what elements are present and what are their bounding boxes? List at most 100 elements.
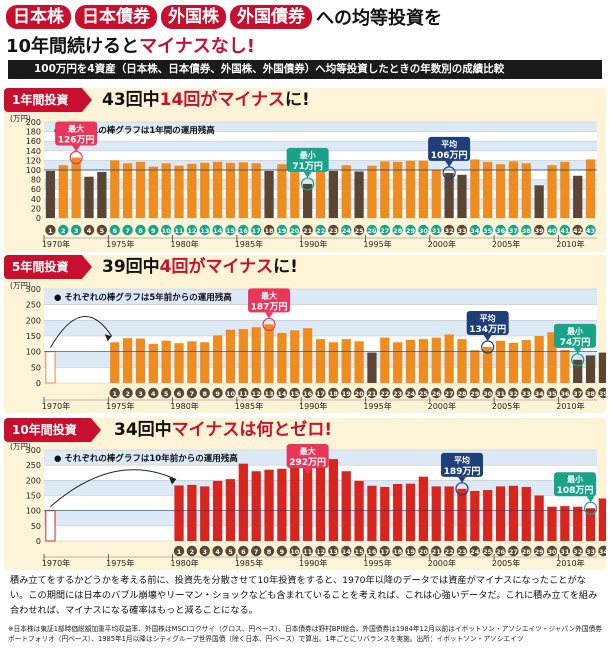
bar-index-marker [431,387,442,399]
bar [405,339,416,383]
bar-index-label: 8 [138,227,143,235]
y-tick-label: 100 [26,507,41,516]
bar-index-label: 27 [380,227,389,235]
bar-index-label: 11 [303,548,313,556]
x-tick-label: 1970年 [42,558,70,568]
bar [174,485,184,541]
bar-index-marker [482,224,493,236]
headline-red: マイナスは何とゼロ! [171,420,333,440]
x-tick-label: 1990年 [299,558,327,568]
callout-pointer [445,160,454,167]
panel-5year-headline: 39回中4回がマイナスに! [102,256,298,278]
bar [264,469,274,541]
initial-investment-bar [45,510,56,542]
callout-box [554,472,596,497]
bar-index-marker [238,224,249,236]
bar [483,161,493,218]
bar [495,486,506,541]
bar-index-marker [341,387,352,399]
bar-index-label: 31 [496,390,506,398]
bar-index-label: 25 [419,390,429,398]
callout-title: 最小 [567,326,583,336]
grid-band [44,320,597,336]
bar [277,164,287,218]
y-tick-label: 100 [26,166,41,175]
bar-index-label: 3 [202,548,207,556]
bar-index-label: 17 [380,548,389,556]
callout-box [466,310,509,335]
panel-1year-headline: 43回中14回がマイナスに! [102,89,310,111]
callout-box [428,136,471,161]
x-tick-label: 1995年 [363,558,391,568]
bar [367,165,377,218]
x-tick-label: 1995年 [363,401,391,411]
bar [585,159,596,218]
bar [187,484,197,541]
bar-index-label: 22 [316,227,325,235]
bar-index-marker [443,224,455,236]
bar-index-label: 25 [483,548,493,556]
bar-index-marker [546,224,558,236]
y-tick-label: 150 [26,492,41,501]
bar-index-label: 10 [290,548,300,556]
y-unit-label: (万円) [10,442,31,451]
bar-index-marker [366,224,378,236]
bar-index-label: 6 [112,227,117,235]
bar-index-label: 8 [202,390,207,398]
bar-index-marker [598,387,606,399]
bar-index-label: 36 [560,390,570,398]
bar-index-label: 19 [406,548,416,556]
x-tick-label: 2010年 [556,401,584,411]
bar-index-marker [469,224,481,236]
bar-index-marker [276,224,288,236]
bar-index-marker [585,545,596,557]
bar [470,490,480,541]
bar-index-label: 32 [445,227,454,235]
y-tick-label: 40 [31,195,41,204]
y-tick-label: 80 [31,176,41,185]
bar [457,488,467,541]
bar-index-label: 26 [432,390,442,398]
bar-index-label: 19 [342,390,352,398]
bar-index-marker [276,545,288,557]
x-tick-label: 1985年 [235,401,263,411]
bar-index-marker [482,545,493,557]
bar-index-label: 18 [329,390,339,398]
bar [251,163,261,218]
bar [315,459,326,541]
bar-index-marker [456,387,468,399]
callout-box [554,323,596,348]
bar-index-label: 15 [226,227,236,235]
y-tick-label: 180 [26,128,41,137]
bar [534,495,544,541]
bar-index-label: 29 [535,548,545,556]
bar [367,352,377,383]
chart-caption: ● それぞれの棒グラフは1年間の運用残高 [54,125,215,136]
callout-title: 平均 [454,455,470,465]
bar-index-marker [328,224,339,236]
bar-index-marker [289,224,300,236]
bar-index-label: 28 [393,227,403,235]
x-tick-label: 1975年 [106,401,134,411]
callout-value: 74万円 [560,337,591,348]
bar [290,330,300,383]
bar-index-label: 16 [239,227,249,235]
bar-index-label: 33 [457,227,466,235]
bar-index-label: 3 [74,227,79,235]
x-tick-label: 1970年 [42,401,70,411]
x-tick-label: 2005年 [492,558,520,568]
x-tick-label: 1985年 [235,558,263,568]
x-tick-label: 2010年 [556,239,584,249]
bar [341,165,351,218]
callout-pointer [303,171,312,178]
x-tick-label: 1995年 [363,239,391,249]
bar-index-marker [418,224,429,236]
bar-index-marker [250,387,262,399]
bar [483,346,493,383]
bar [225,329,236,383]
bar [457,339,467,383]
bar [573,175,583,218]
bar [110,160,120,218]
bar-index-marker [405,545,416,557]
bar-index-label: 27 [445,390,454,398]
